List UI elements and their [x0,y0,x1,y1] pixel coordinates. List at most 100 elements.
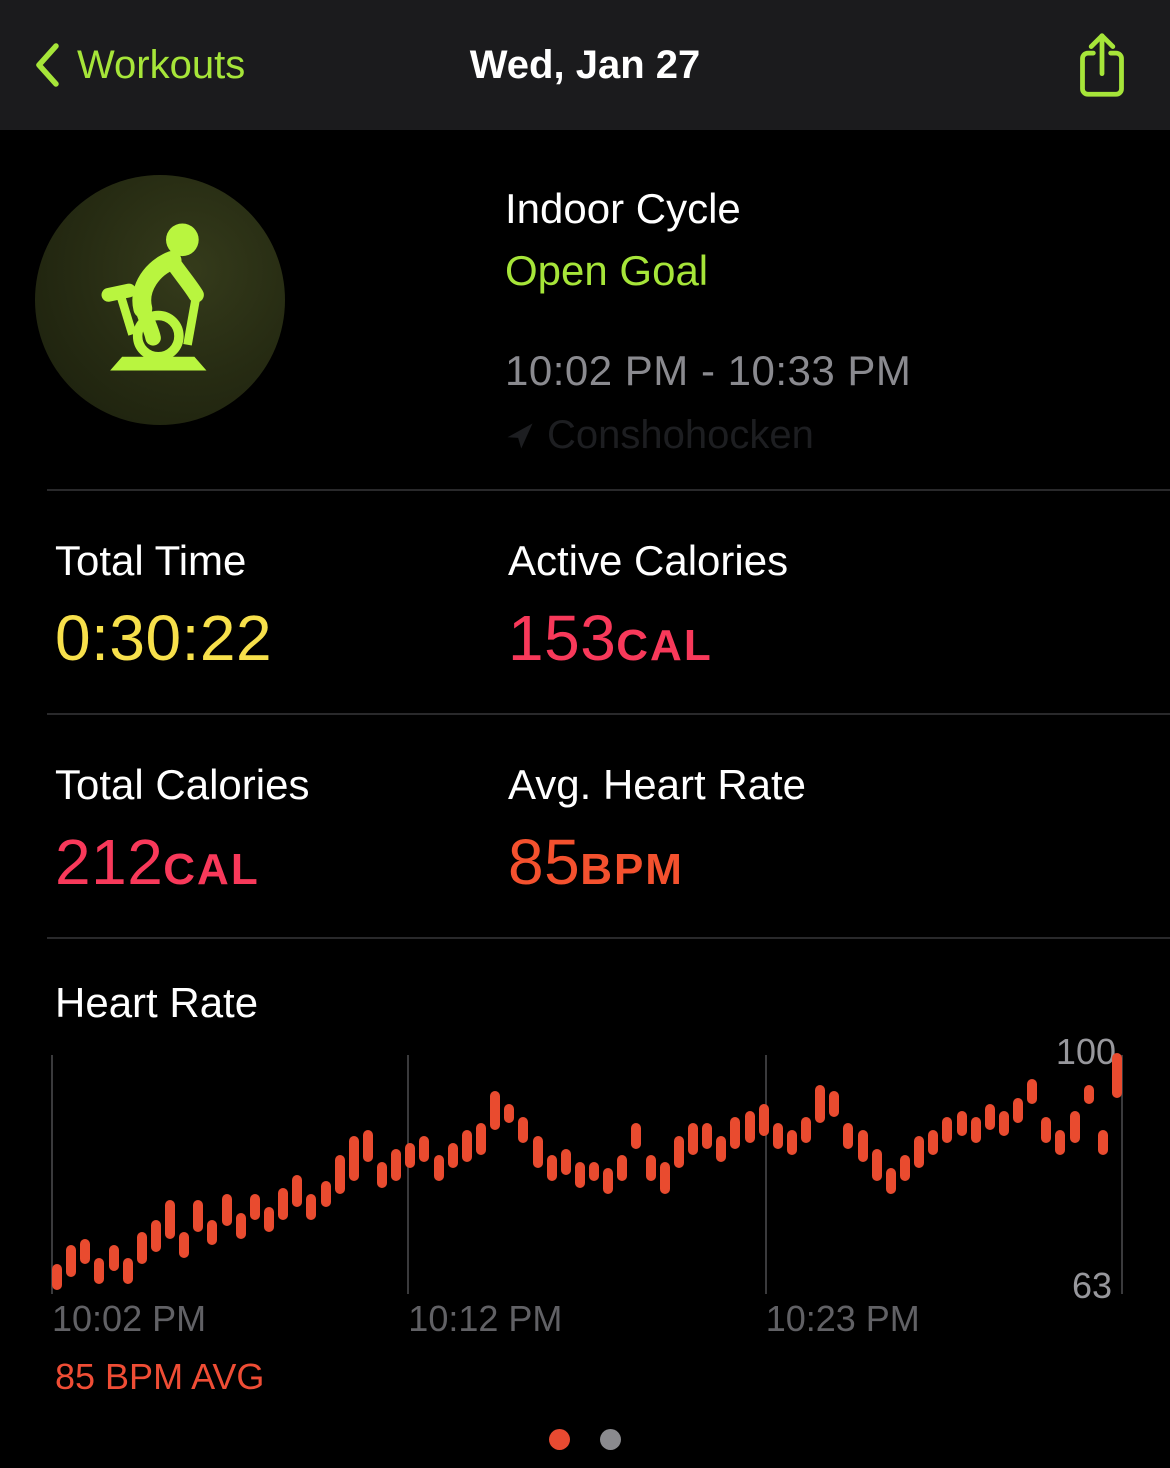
stat-value: 0:30:22 [55,602,273,674]
heart-rate-range-bar [645,1155,656,1182]
heart-rate-range-bar [801,1117,812,1143]
heart-rate-range-bar [490,1091,501,1130]
x-tick-label: 10:02 PM [52,1298,207,1339]
indoor-cycle-icon [101,223,207,371]
stat-avg-heart-rate: Avg. Heart Rate 85BPM [508,761,1170,937]
heart-rate-range-bar [80,1238,91,1265]
heart-rate-range-bar [857,1129,868,1162]
heart-rate-range-bar [320,1181,331,1207]
workout-location: Conshohocken [505,413,911,458]
heart-rate-range-bar [532,1136,543,1169]
x-tick-label: 10:12 PM [408,1298,563,1339]
heart-rate-range-bar [998,1110,1009,1137]
heart-rate-range-bar [589,1161,600,1182]
chart-gridline [51,1055,53,1294]
heart-rate-range-bar [900,1155,910,1182]
heart-rate-range-bar [1083,1085,1094,1105]
page-indicator [0,1429,1170,1450]
divider [47,489,1170,491]
heart-rate-range-bar [758,1104,769,1137]
x-axis-tick-labels: 10:02 PM 10:12 PM 10:23 PM [52,1298,1122,1342]
chart-gridline [407,1055,410,1294]
location-arrow-icon [507,423,533,448]
stat-unit: CAL [163,845,260,894]
heart-rate-range-bar [546,1155,557,1182]
heart-rate-range-bar [1013,1097,1024,1124]
heart-rate-chart[interactable]: 100 63 [51,1031,1123,1306]
heart-rate-range-bar [1027,1078,1038,1105]
activity-name: Indoor Cycle [505,185,741,232]
heart-rate-range-bar [984,1104,995,1130]
x-tick-label: 10:23 PM [765,1298,920,1339]
heart-rate-range-bar [391,1149,402,1182]
stat-unit: CAL [616,621,713,670]
stat-value: 153CAL [508,602,713,674]
heart-rate-range-bar [716,1136,727,1162]
back-button[interactable]: Workouts [0,41,245,89]
stats-row-1: Total Time 0:30:22 Active Calories 153CA… [0,491,1170,713]
heart-rate-range-bar [518,1117,529,1143]
heart-rate-range-bar [574,1161,585,1188]
heart-rate-range-bar [1055,1129,1066,1156]
heart-rate-range-bar [786,1129,797,1156]
heart-rate-range-bar [1097,1129,1108,1156]
heart-rate-range-bar [292,1174,303,1207]
divider [47,937,1170,939]
heart-rate-range-bar [476,1123,486,1156]
heart-rate-range-bar [193,1200,204,1233]
heart-rate-range-bar [433,1155,444,1182]
heart-rate-range-bar [405,1142,416,1169]
heart-rate-range-bar [744,1110,755,1143]
page-dot[interactable] [600,1429,621,1450]
y-axis-min-label: 63 [1071,1265,1112,1306]
workout-meta: Indoor Cycle Open Goal 10:02 PM - 10:33 … [505,175,911,489]
heart-rate-range-bar [956,1110,967,1137]
chart-gridline [1121,1055,1123,1294]
share-button[interactable] [1076,30,1128,100]
location-label: Conshohocken [547,413,814,457]
heart-rate-range-bar [914,1136,925,1169]
goal-label: Open Goal [505,247,709,294]
heart-rate-range-bar [702,1123,713,1150]
heart-rate-range-bar [150,1219,161,1252]
stat-label: Total Time [55,537,247,584]
heart-rate-range-bar [1112,1053,1122,1098]
heart-rate-range-bar [249,1193,260,1220]
heart-rate-range-bar [235,1213,246,1239]
heart-rate-range-bar [871,1149,882,1182]
share-icon [1080,33,1124,97]
heart-rate-range-bar [377,1161,388,1188]
heart-rate-range-bar [942,1117,953,1143]
page-title: Wed, Jan 27 [469,42,701,87]
heart-rate-range-bar [52,1264,62,1290]
heart-rate-range-bar [348,1136,359,1182]
heart-rate-range-bar [1041,1117,1052,1143]
chart-gridline [764,1055,767,1294]
workout-summary-header: Indoor Cycle Open Goal 10:02 PM - 10:33 … [0,130,1170,489]
stat-value: 85BPM [508,826,684,898]
stat-total-calories: Total Calories 212CAL [55,761,508,937]
heart-rate-range-bar [631,1123,642,1150]
stat-value: 212CAL [55,826,260,898]
stat-unit: BPM [580,845,684,894]
heart-rate-range-bar [165,1200,176,1239]
page-dot-active[interactable] [549,1429,570,1450]
heart-rate-range-bar [278,1187,289,1220]
heart-rate-range-bar [688,1123,698,1156]
heart-rate-section: Heart Rate 100 63 10:02 PM 10:12 PM 10:2… [0,939,1170,1398]
avg-bpm-annotation: 85 BPM AVG [55,1356,265,1397]
heart-rate-range-bar [772,1123,783,1150]
activity-icon-badge [35,175,285,425]
divider [47,713,1170,715]
heart-rate-range-bar [673,1136,684,1169]
heart-rate-range-bar [136,1232,147,1265]
heart-rate-range-bar [362,1129,373,1162]
heart-rate-title: Heart Rate [55,979,259,1026]
heart-rate-range-bar [1069,1110,1080,1143]
heart-rate-range-bar [447,1142,458,1169]
heart-rate-range-bar [843,1123,854,1150]
heart-rate-range-bar [419,1136,430,1162]
y-axis-max-label: 100 [1055,1031,1116,1072]
heart-rate-range-bar [207,1219,218,1246]
heart-rate-range-bar [94,1257,105,1284]
